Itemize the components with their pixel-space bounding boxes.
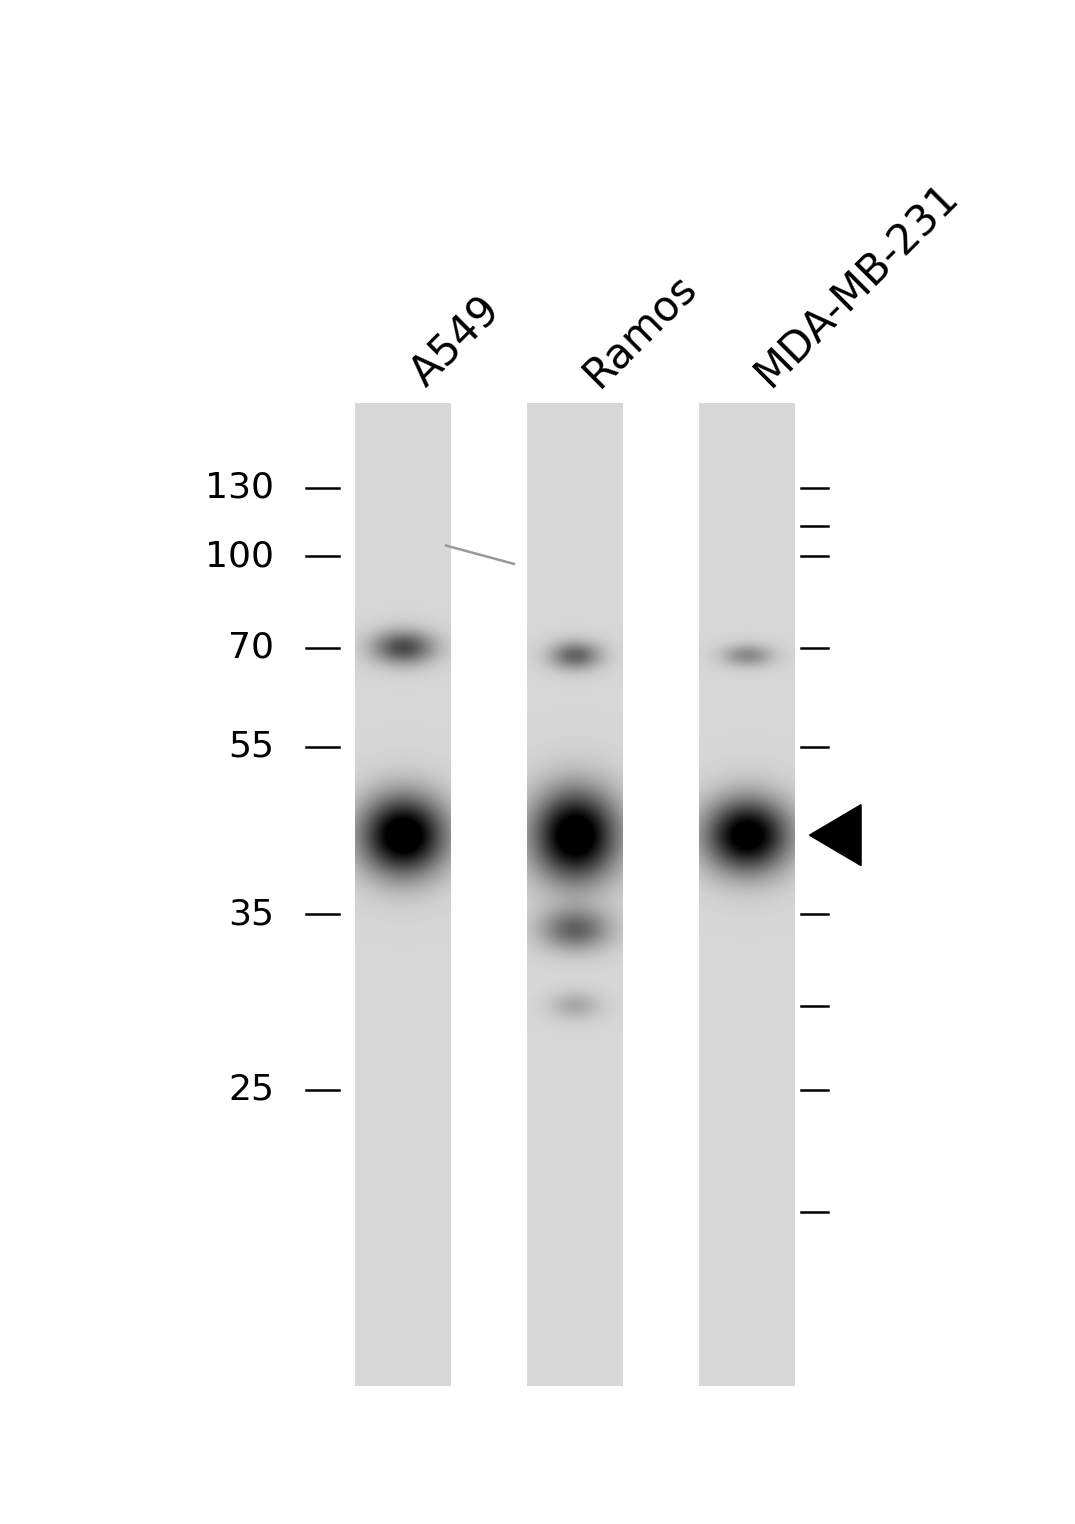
Text: 35: 35 bbox=[228, 898, 274, 931]
Text: 70: 70 bbox=[228, 631, 274, 664]
Polygon shape bbox=[809, 805, 861, 866]
Text: Ramos: Ramos bbox=[575, 265, 704, 395]
Text: 100: 100 bbox=[205, 539, 274, 573]
Text: 130: 130 bbox=[205, 471, 274, 504]
Text: 55: 55 bbox=[228, 730, 274, 764]
Text: 25: 25 bbox=[228, 1073, 274, 1106]
Text: A549: A549 bbox=[403, 290, 508, 395]
Text: MDA-MB-231: MDA-MB-231 bbox=[747, 175, 968, 395]
